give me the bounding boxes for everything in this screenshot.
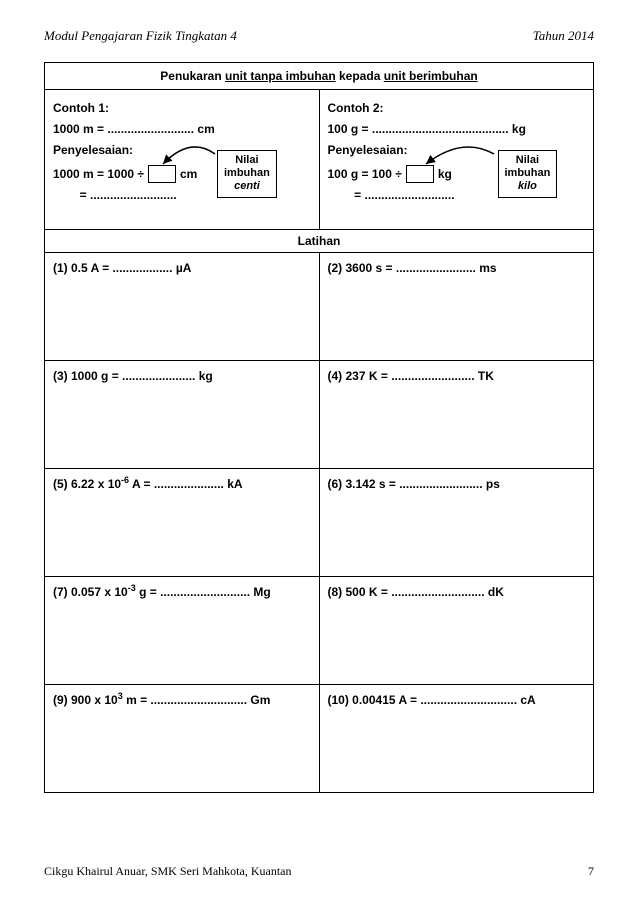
- title-cell: Penukaran unit tanpa imbuhan kepada unit…: [45, 63, 594, 90]
- ex-1: (1) 0.5 A = .................. µA: [45, 253, 320, 361]
- ex-10: (10) 0.00415 A = .......................…: [319, 685, 594, 793]
- contoh1-heading: Contoh 1:: [53, 99, 311, 117]
- contoh2-line1: 100 g = ................................…: [328, 120, 586, 138]
- header-right: Tahun 2014: [533, 28, 594, 44]
- ex-9: (9) 900 x 103 m = ......................…: [45, 685, 320, 793]
- page: Modul Pengajaran Fizik Tingkatan 4 Tahun…: [0, 0, 638, 903]
- footer-right: 7: [588, 864, 594, 879]
- blank-box: [148, 165, 176, 183]
- main-table: Penukaran unit tanpa imbuhan kepada unit…: [44, 62, 594, 793]
- nilai-box-1: Nilai imbuhan centi: [217, 150, 277, 198]
- contoh1-line1: 1000 m = .......................... cm: [53, 120, 311, 138]
- ex-6: (6) 3.142 s = ......................... …: [319, 469, 594, 577]
- page-header: Modul Pengajaran Fizik Tingkatan 4 Tahun…: [44, 28, 594, 44]
- contoh2-heading: Contoh 2:: [328, 99, 586, 117]
- ex-2: (2) 3600 s = ........................ ms: [319, 253, 594, 361]
- contoh-1: Contoh 1: 1000 m = .....................…: [45, 90, 320, 230]
- ex-5: (5) 6.22 x 10-6 A = ....................…: [45, 469, 320, 577]
- footer-left: Cikgu Khairul Anuar, SMK Seri Mahkota, K…: [44, 864, 292, 879]
- ex-8: (8) 500 K = ............................…: [319, 577, 594, 685]
- header-left: Modul Pengajaran Fizik Tingkatan 4: [44, 28, 237, 44]
- contoh-2: Contoh 2: 100 g = ......................…: [319, 90, 594, 230]
- ex-7: (7) 0.057 x 10-3 g = ...................…: [45, 577, 320, 685]
- ex-4: (4) 237 K = ......................... TK: [319, 361, 594, 469]
- page-footer: Cikgu Khairul Anuar, SMK Seri Mahkota, K…: [44, 864, 594, 879]
- blank-box: [406, 165, 434, 183]
- ex-3: (3) 1000 g = ...................... kg: [45, 361, 320, 469]
- nilai-box-2: Nilai imbuhan kilo: [498, 150, 558, 198]
- latihan-label: Latihan: [45, 230, 594, 253]
